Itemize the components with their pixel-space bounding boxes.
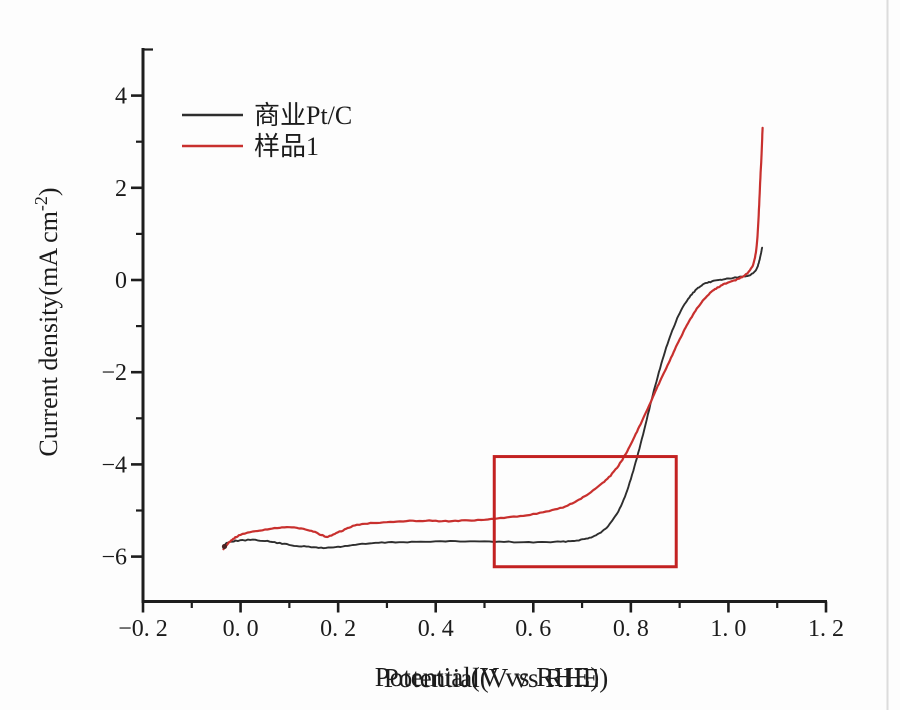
- x-tick-label: 0. 0: [223, 616, 259, 642]
- curve-sample-1: [222, 126, 764, 551]
- x-tick-label: 0. 8: [613, 616, 649, 642]
- x-tick-label: 1. 0: [710, 616, 746, 642]
- x-axis-title-ghost: Potential(V vs RHE): [384, 663, 609, 693]
- legend-label: 样品1: [254, 132, 319, 161]
- y-tick-label: 2: [115, 176, 127, 202]
- y-axis-title-end: ): [34, 187, 63, 196]
- annotation-layer: [492, 455, 678, 569]
- y-axis-title: Current density(mA cm-2): [31, 187, 63, 456]
- highlight-rectangle: [492, 455, 678, 569]
- curve-start-knot: [221, 543, 228, 550]
- y-axis-title-main: Current density(mA cm: [34, 211, 63, 457]
- y-tick-label: 0: [115, 268, 127, 294]
- y-axis-title-superscript: -2: [31, 196, 51, 211]
- x-axis-title: Potential(V vs RHE): [375, 662, 600, 692]
- x-tick-label: 1. 2: [808, 616, 844, 642]
- curves-layer: [221, 126, 764, 551]
- y-tick-label: −6: [101, 545, 127, 571]
- legend-label: 商业Pt/C: [254, 101, 352, 130]
- y-tick-label: −2: [101, 360, 127, 386]
- x-tick-label: −0. 2: [118, 616, 168, 642]
- ticks-layer: −0. 2 0. 0 0. 2 0. 4 0. 6 0. 8 1. 0 1. 2 4 2 0 −2 −4…: [101, 48, 844, 642]
- x-tick-label: 0. 2: [320, 616, 356, 642]
- x-tick-label: 0. 4: [418, 616, 454, 642]
- y-tick-label: 4: [115, 84, 127, 110]
- y-tick-label: −4: [101, 452, 127, 478]
- x-tick-label: 0. 6: [515, 616, 551, 642]
- curve-commercial-ptc: [222, 246, 764, 550]
